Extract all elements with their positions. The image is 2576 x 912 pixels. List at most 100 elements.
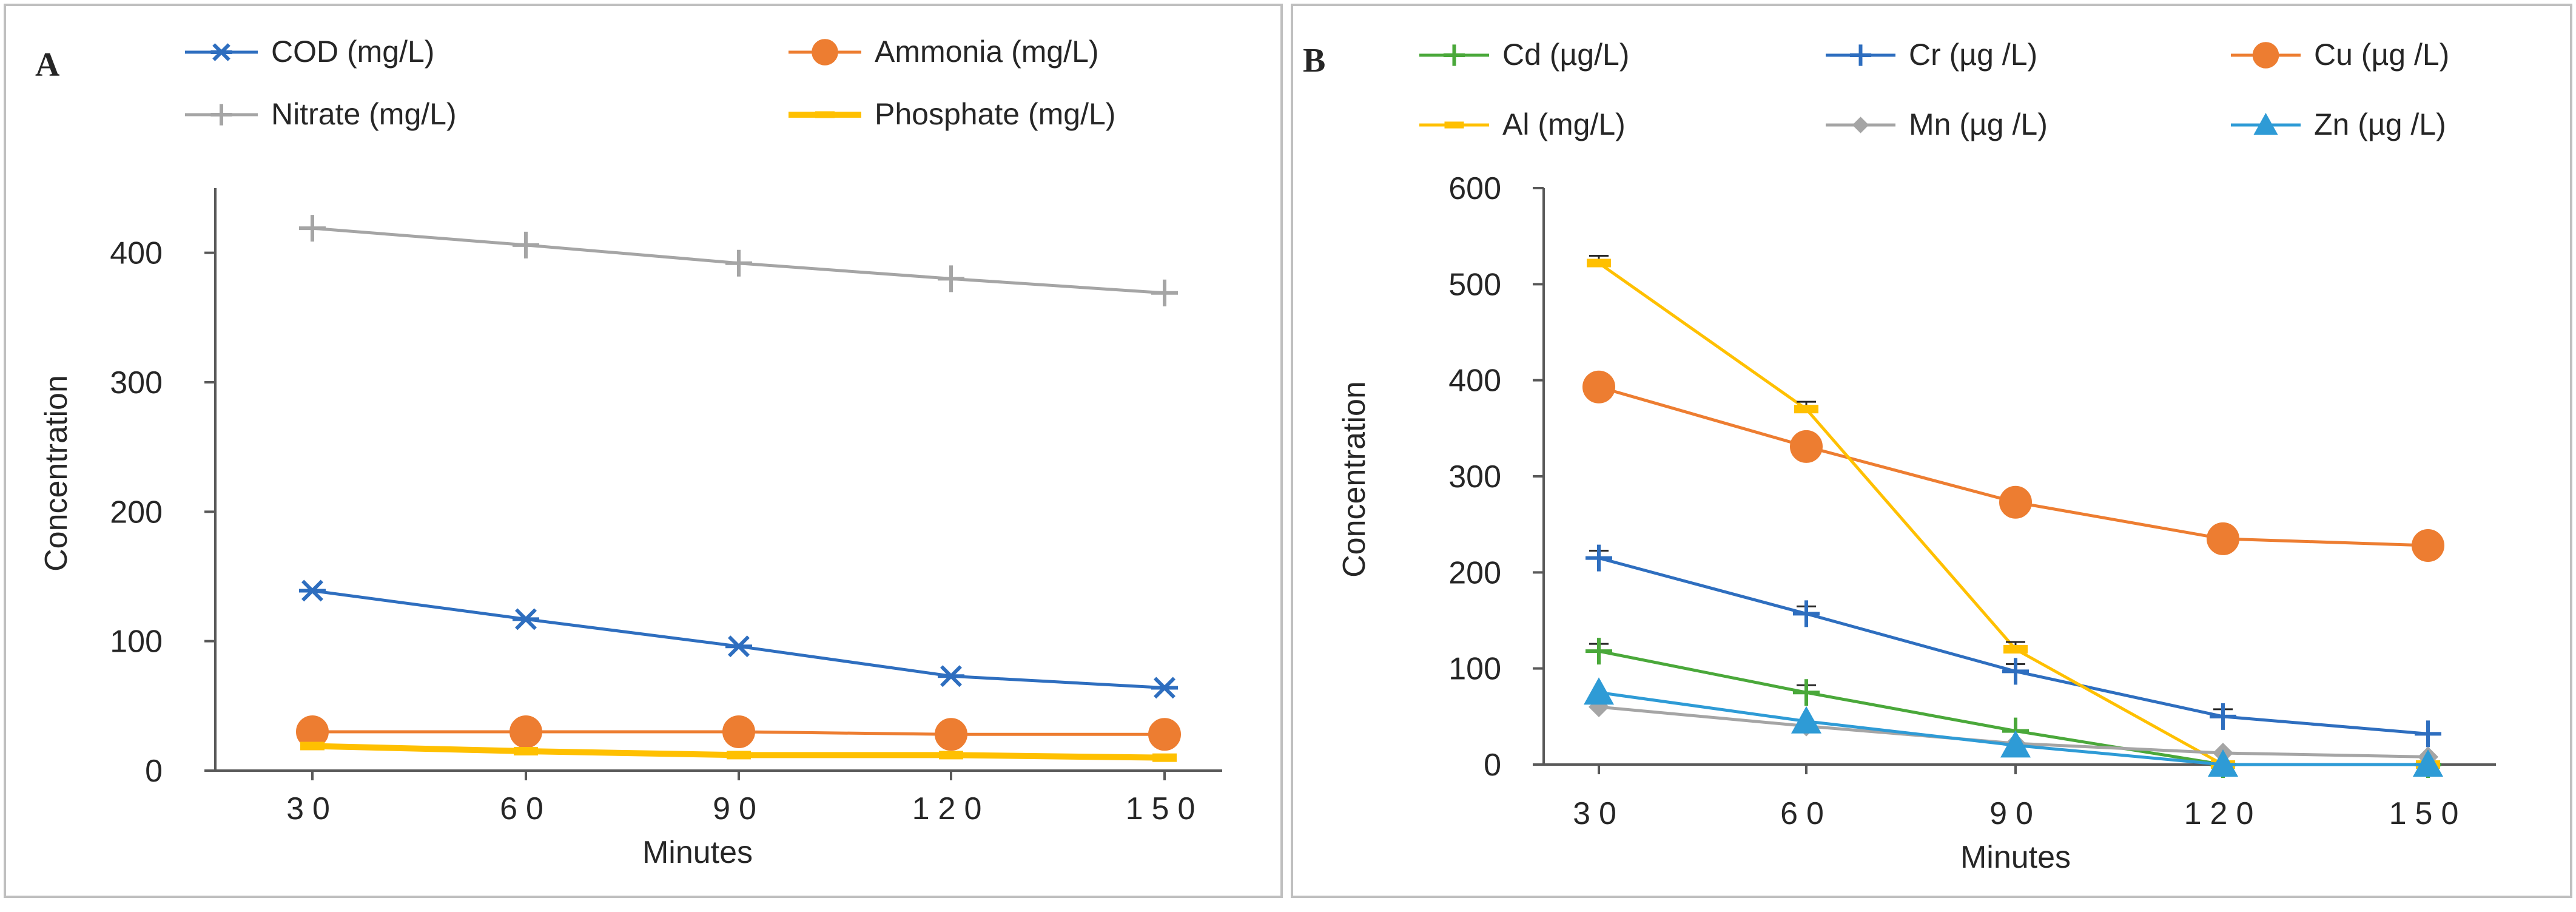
panel-b-y-tick-label: 600 <box>1448 171 1501 206</box>
panel-b-series-cd-point <box>1793 679 1820 706</box>
panel-b-series-cr-point <box>1793 600 1820 627</box>
panel-b-legend-label: Mn (µg /L) <box>1909 107 2048 141</box>
panel-a-legend-label: Nitrate (mg/L) <box>271 97 457 131</box>
panel-a-series-cod-point <box>1151 677 1178 699</box>
panel-a-series-nitrate <box>299 215 1178 306</box>
panel-a-legend-cod: COD (mg/L) <box>185 35 434 69</box>
panel-b-series-zn <box>1584 677 2443 777</box>
panel-a-series-cod-point <box>299 579 326 602</box>
panel-a-legend-phosphate: Phosphate (mg/L) <box>789 97 1115 131</box>
panel-a-series-nitrate-point <box>1151 279 1178 306</box>
panel-b-legend-swatch-marker <box>2253 113 2278 135</box>
panel-a-legend-label: Phosphate (mg/L) <box>875 97 1115 131</box>
panel-b-legend-label: Cr (µg /L) <box>1909 38 2037 72</box>
panel-a-x-tick-label: 30 <box>286 791 338 826</box>
panel-a-legend-ammonia: Ammonia (mg/L) <box>789 35 1099 69</box>
panel-b-legend-label: Al (mg/L) <box>1502 107 1626 141</box>
panel-a-axes: 0 100 200 300 400 30 60 90 120 150 <box>110 188 1222 826</box>
panel-a-x-axis-title: Minutes <box>642 835 753 870</box>
panel-a-legend: COD (mg/L) Ammonia (mg/L) Nitrate (mg/L) Ph… <box>185 35 1115 131</box>
panel-b-series-zn-point <box>2000 730 2031 758</box>
panel-b-legend-mn: Mn (µg /L) <box>1826 107 2048 141</box>
panel-a-series-cod-point <box>513 608 539 630</box>
panel-a-legend-swatch-marker <box>210 104 232 126</box>
panel-a-legend-label: COD (mg/L) <box>271 35 434 69</box>
panel-b-x-tick-label: 30 <box>1573 796 1625 831</box>
panel-a-legend-nitrate: Nitrate (mg/L) <box>185 97 457 131</box>
panel-b-legend-swatch-marker <box>1444 121 1464 129</box>
panel-a-y-axis-title: Concentration <box>39 375 74 572</box>
panel-b-y-tick-label: 100 <box>1448 652 1501 687</box>
panel-b-x-tick-label: 90 <box>1989 796 2042 831</box>
panel-b-y-tick-label: 500 <box>1448 267 1501 302</box>
panel-a-x-tick-label: 90 <box>713 791 765 826</box>
panel-b-series-zn-point <box>1791 706 1821 734</box>
panel-a-series-nitrate-point <box>938 265 964 292</box>
panel-b-legend-cr: Cr (µg /L) <box>1826 38 2037 72</box>
panel-b-series-cu-point <box>1582 370 1615 404</box>
panel-a-legend-swatch-marker <box>210 43 232 61</box>
panel-b-series-cu-point <box>2412 529 2444 562</box>
panel-b-legend-swatch-marker <box>1443 44 1465 66</box>
panel-a-series-cod-point <box>725 635 752 658</box>
panel-b: B Cd (µg/L) Cr (µg /L) Cu (µg /L) Al (mg/L)… <box>1291 4 2572 898</box>
panel-a-series-ammonia-point <box>509 715 542 748</box>
panel-a-series-nitrate-point <box>513 231 539 258</box>
panel-a-y-tick-label: 300 <box>110 365 163 400</box>
panel-a-series-nitrate-point <box>299 215 326 242</box>
panel-a-series-phosphate <box>300 741 1177 762</box>
panel-b-legend: Cd (µg/L) Cr (µg /L) Cu (µg /L) Al (mg/L) Mn… <box>1419 38 2449 141</box>
panel-b-series-zn-point <box>2413 749 2443 777</box>
panel-b-legend-cu: Cu (µg /L) <box>2231 38 2449 72</box>
panel-a-series-phosphate-point <box>514 747 538 755</box>
panel-a-series-phosphate-point <box>1152 753 1177 762</box>
panel-b-series-al-point <box>1794 405 1818 414</box>
panel-b-legend-label: Cd (µg/L) <box>1502 38 1629 72</box>
panel-a-legend-swatch-marker <box>812 39 838 66</box>
panel-b-series-cu-point <box>1790 430 1823 463</box>
panel-a-series-ammonia <box>296 715 1181 751</box>
panel-b-legend-swatch-marker <box>1849 44 1872 66</box>
panel-b-frame <box>1291 4 2572 898</box>
panel-b-legend-al: Al (mg/L) <box>1419 107 1626 141</box>
panel-b-y-tick-label: 400 <box>1448 363 1501 399</box>
panel-b-series-al-point <box>2003 645 2028 654</box>
panel-b-legend-label: Cu (µg /L) <box>2314 38 2449 72</box>
panel-a-series-phosphate-point <box>727 751 751 760</box>
panel-b-series-cu-point <box>2207 522 2239 555</box>
panel-a-x-tick-label: 150 <box>1126 791 1204 826</box>
panel-a-frame <box>4 4 1283 898</box>
panel-b-legend-cd: Cd (µg/L) <box>1419 38 1629 72</box>
panel-b-y-tick-label: 200 <box>1448 555 1501 590</box>
panel-a-series-cod-point <box>938 665 964 687</box>
panel-a-y-tick-label: 0 <box>145 754 163 789</box>
panel-a-series-ammonia-point <box>1148 718 1181 751</box>
panel-a-x-tick-label: 60 <box>500 791 552 826</box>
panel-b-series-cd-point <box>1586 638 1612 665</box>
panel-b-label: B <box>1303 42 1325 79</box>
panel-b-series <box>1582 255 2444 778</box>
panel-b-x-tick-label: 60 <box>1780 796 1832 831</box>
panel-b-y-tick-label: 300 <box>1448 459 1501 495</box>
panel-b-legend-swatch-marker <box>2252 42 2279 69</box>
panel-a-legend-swatch-marker <box>815 111 835 118</box>
panel-b-y-axis-title: Concentration <box>1337 381 1372 578</box>
panel-b-series-cr-point <box>1586 544 1612 572</box>
panel-a-series-nitrate-point <box>725 249 752 277</box>
panel-b-series-cr-point <box>2210 703 2236 730</box>
panel-a-series <box>296 215 1181 762</box>
panel-b-series-zn-point <box>1584 677 1614 705</box>
panel-a-series-phosphate-point <box>939 751 963 760</box>
panel-a-series-phosphate-point <box>300 741 325 751</box>
panel-a: A COD (mg/L) Ammonia (mg/L) Nitrate (mg/L)… <box>4 4 1283 898</box>
panel-b-legend-swatch-marker <box>1852 117 1869 133</box>
panel-b-series-zn-point <box>2208 749 2238 777</box>
panel-b-series-al-point <box>1587 258 1611 268</box>
panel-b-x-tick-label: 150 <box>2389 796 2467 831</box>
panel-b-series-cu-point <box>1999 485 2032 519</box>
panel-a-y-tick-label: 200 <box>110 495 163 530</box>
panel-b-x-axis-title: Minutes <box>1960 840 2071 875</box>
panel-b-series-cr-point <box>2415 720 2441 748</box>
panel-a-series-ammonia-point <box>935 718 967 751</box>
